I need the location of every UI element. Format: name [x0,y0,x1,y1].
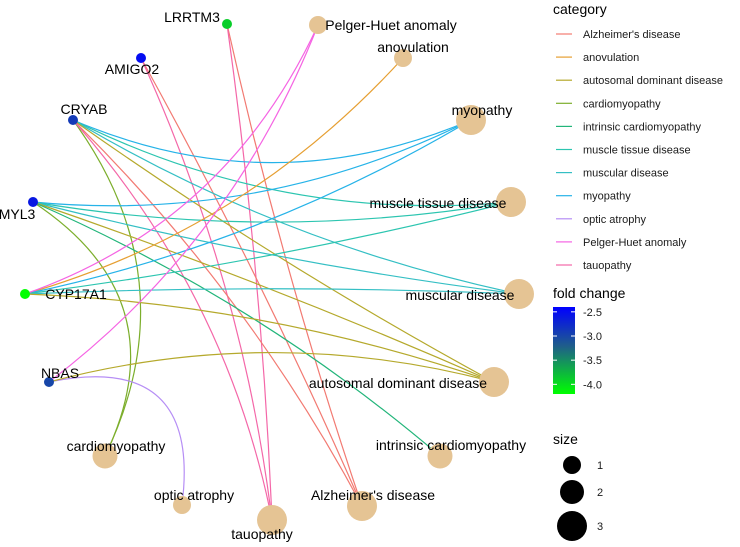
fold-tick-label: -4.0 [583,379,602,391]
fold-tick-label: -2.5 [583,307,602,319]
legend-label-tauopathy: tauopathy [583,260,632,272]
category-node-alzheimer-s-disease [347,491,377,521]
size-label-3: 3 [597,521,603,533]
edge-cryab-alzheimer-s-disease [72,119,363,507]
gene-label-cyp17a1: CYP17A1 [45,286,107,302]
edge-cryab-tauopathy [72,119,273,521]
nodes-layer [20,16,534,535]
fold-tick-label: -3.0 [583,331,602,343]
edge-myl3-muscular-disease [32,201,520,295]
fold-change-colorbar [553,307,575,394]
category-node-muscular-disease [504,279,534,309]
edge-cyp17a1-pelger-huet-anomaly [24,24,319,295]
legend-fold-title: fold change [553,285,626,301]
category-label-autosomal-dominant-disease: autosomal dominant disease [309,375,487,391]
legend-label-myopathy: myopathy [583,191,631,203]
legend-label-intrinsic-cardiomyopathy: intrinsic cardiomyopathy [583,121,701,133]
category-node-autosomal-dominant-disease [479,367,509,397]
legend-label-anovulation: anovulation [583,52,639,64]
edge-cryab-muscular-disease [72,119,520,295]
category-node-optic-atrophy [173,496,191,514]
gene-node-nbas [44,377,54,387]
edge-myl3-intrinsic-cardiomyopathy [32,201,441,457]
gene-node-cryab [68,115,78,125]
category-label-pelger-huet-anomaly: Pelger-Huet anomaly [325,17,457,33]
gene-node-amigo2 [136,53,146,63]
category-node-muscle-tissue-disease [496,187,526,217]
labels-layer: LRRTM3 AMIGO2 CRYAB MYL3 CYP17A1 NBAS Pelger-H… [0,9,526,542]
gene-node-cyp17a1 [20,289,30,299]
category-label-intrinsic-cardiomyopathy: intrinsic cardiomyopathy [376,437,526,453]
edge-cyp17a1-myopathy [24,119,472,295]
gene-label-cryab: CRYAB [61,101,108,117]
legend-label-optic-atrophy: optic atrophy [583,214,646,226]
edge-cyp17a1-muscular-disease [24,288,520,295]
size-key-2 [560,480,584,504]
legend-label-autosomal-dominant-disease: autosomal dominant disease [583,75,723,87]
category-label-muscle-tissue-disease: muscle tissue disease [370,195,507,211]
edge-myl3-myopathy [32,119,472,207]
legend-size: size 1 2 3 [553,431,603,541]
legend-label-muscular-disease: muscular disease [583,168,669,180]
size-label-2: 2 [597,487,603,499]
edge-cryab-muscle-tissue-disease [72,119,512,207]
edge-myl3-cardiomyopathy [32,201,132,457]
size-label-1: 1 [597,460,603,472]
edge-myl3-muscle-tissue-disease [32,201,512,223]
category-label-myopathy: myopathy [452,102,513,118]
category-label-optic-atrophy: optic atrophy [154,487,234,503]
gene-node-lrrtm3 [222,19,232,29]
category-label-alzheimer-s-disease: Alzheimer's disease [311,487,435,503]
category-node-intrinsic-cardiomyopathy [427,443,453,469]
gene-node-myl3 [28,197,38,207]
gene-label-myl3: MYL3 [0,206,35,222]
gene-label-nbas: NBAS [41,365,79,381]
fold-tick-label: -3.5 [583,355,602,367]
gene-label-amigo2: AMIGO2 [105,61,160,77]
edge-nbas-pelger-huet-anomaly [48,24,319,383]
gene-label-lrrtm3: LRRTM3 [164,9,220,25]
edge-lrrtm3-tauopathy [226,23,273,521]
legend-category-title: category [553,1,607,17]
edge-myl3-autosomal-dominant-disease [32,201,495,383]
legend-category: category Alzheimer's disease anovulation a… [553,1,723,272]
category-node-pelger-huet-anomaly [309,16,327,34]
category-node-tauopathy [257,505,287,535]
edge-nbas-optic-atrophy [48,376,185,506]
edge-cyp17a1-autosomal-dominant-disease [24,293,495,383]
edge-amigo2-alzheimer-s-disease [140,57,363,507]
edges-layer [24,23,520,521]
legend-label-muscle-tissue-disease: muscle tissue disease [583,145,691,157]
edge-nbas-autosomal-dominant-disease [48,351,495,383]
category-label-anovulation: anovulation [377,39,449,55]
edge-lrrtm3-alzheimer-s-disease [226,23,363,507]
legend-fold-change: fold change -2.5 -3.0 -3.5 -4.0 [553,285,626,394]
edge-cryab-myopathy [72,119,472,164]
legend-label-cardiomyopathy: cardiomyopathy [583,98,661,110]
category-node-anovulation [394,49,412,67]
edge-cyp17a1-anovulation [24,57,404,295]
category-node-myopathy [456,105,486,135]
category-node-cardiomyopathy [92,443,118,469]
category-label-tauopathy: tauopathy [231,526,293,542]
legend-label-alzheimer-s-disease: Alzheimer's disease [583,29,680,41]
legend-size-title: size [553,431,578,447]
edge-cryab-cardiomyopathy [72,119,142,457]
legend-label-pelger-huet-anomaly: Pelger-Huet anomaly [583,237,687,249]
edge-amigo2-tauopathy [140,57,273,521]
size-key-1 [563,456,581,474]
category-label-muscular-disease: muscular disease [406,287,515,303]
size-key-3 [557,511,587,541]
edge-cyp17a1-muscle-tissue-disease [24,201,512,295]
category-label-cardiomyopathy: cardiomyopathy [67,438,166,454]
edge-cryab-autosomal-dominant-disease [72,119,495,383]
